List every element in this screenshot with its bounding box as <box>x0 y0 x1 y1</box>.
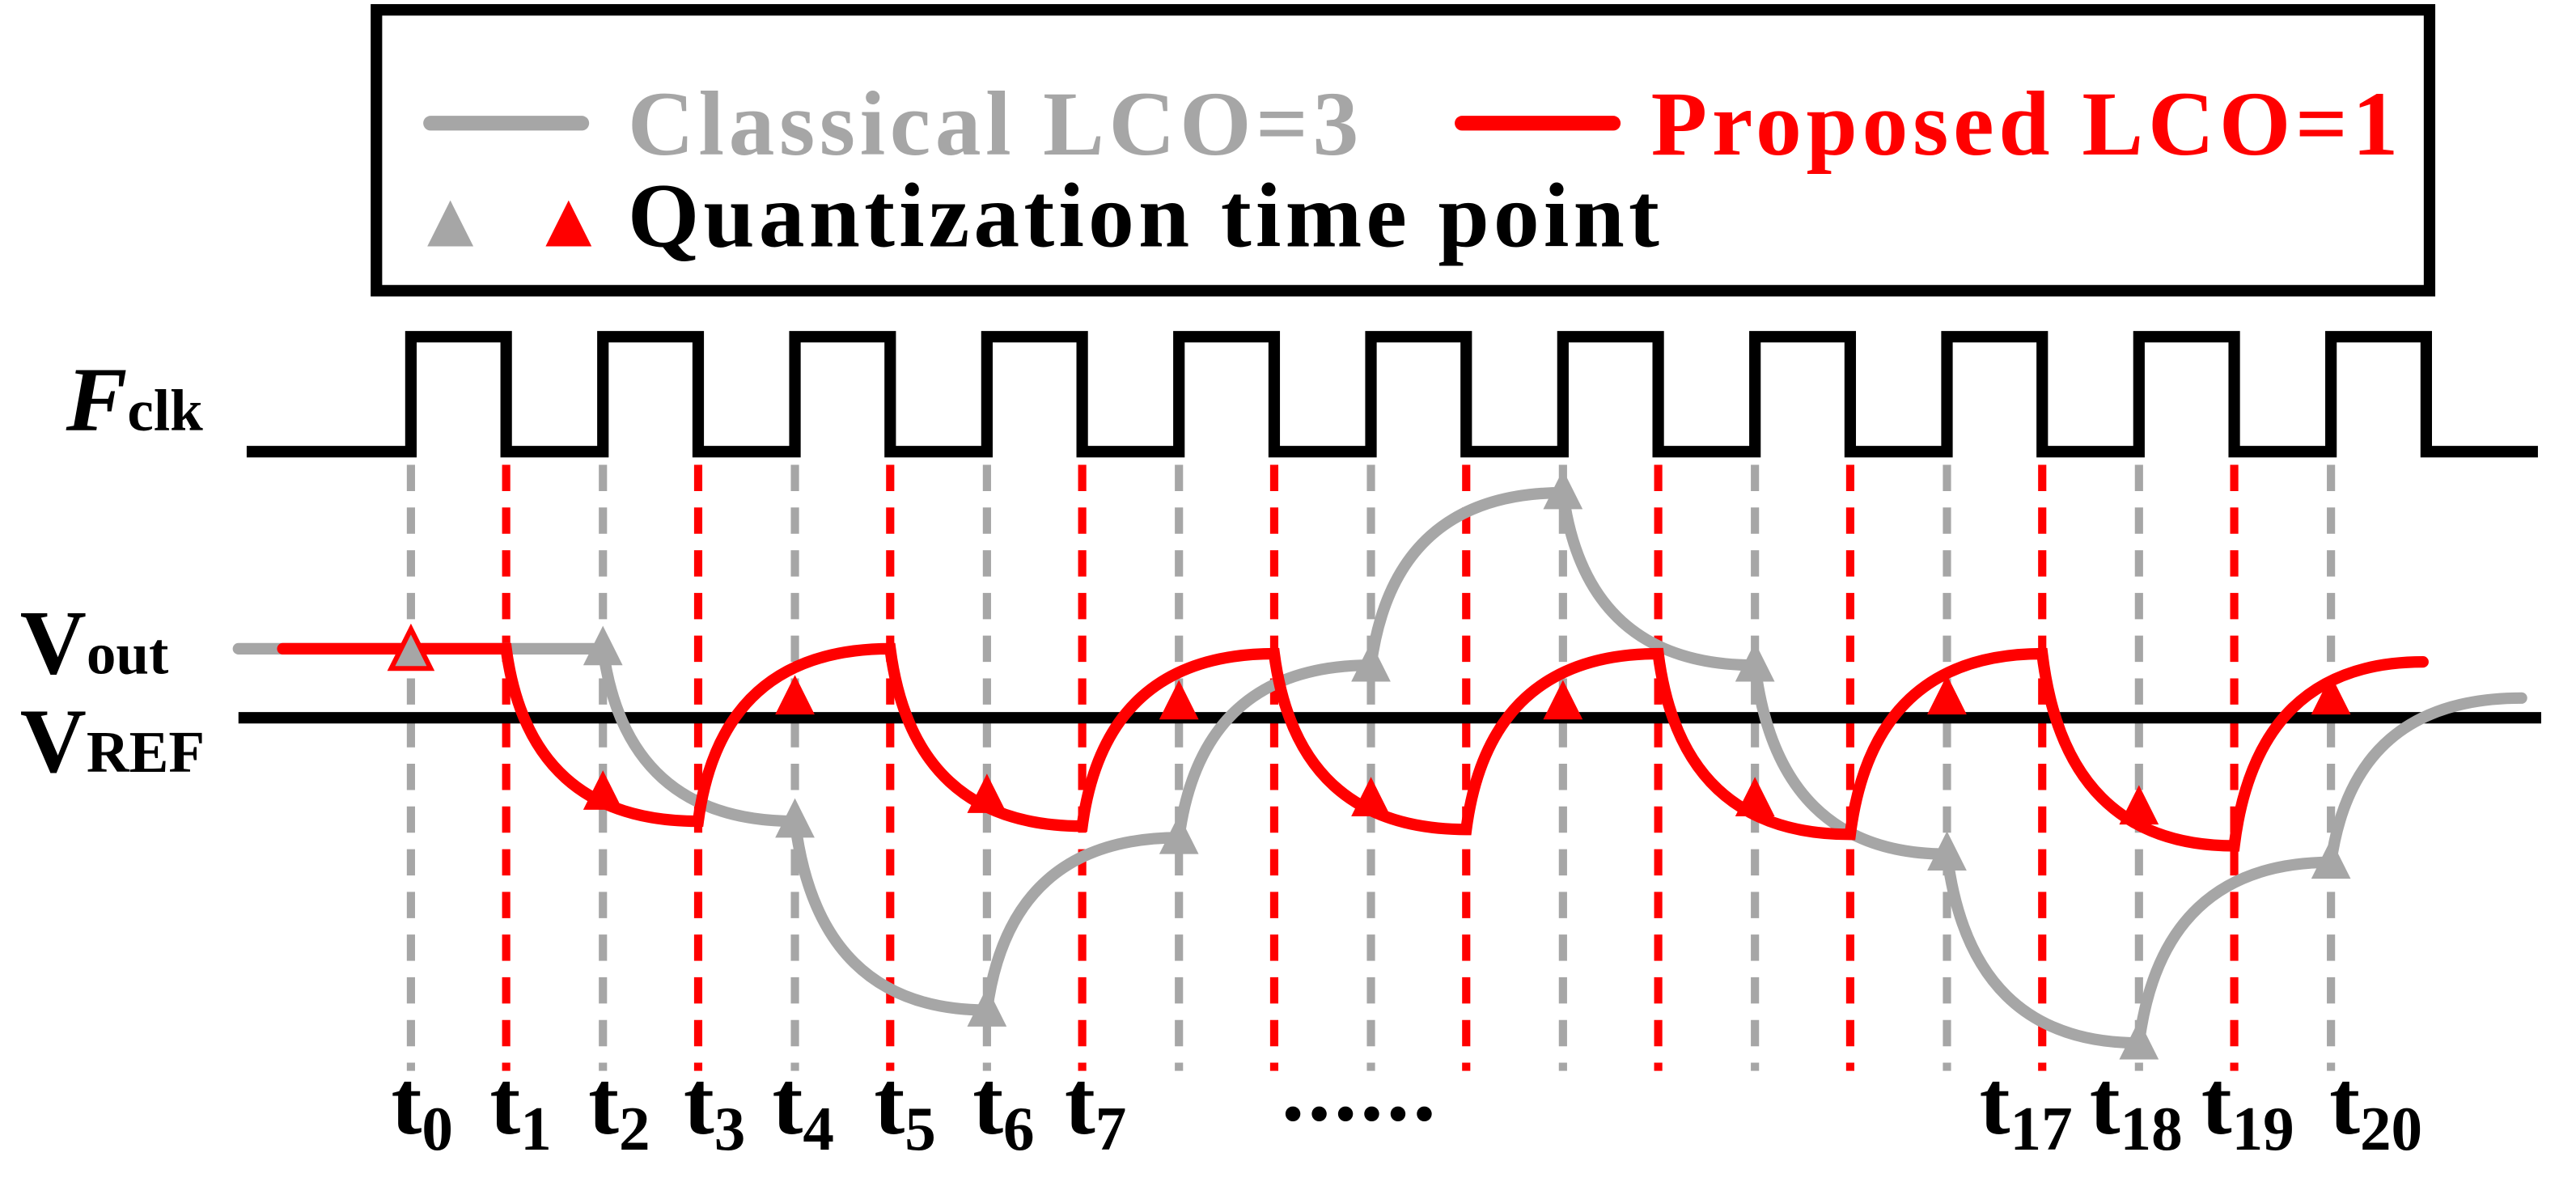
clock-waveform <box>246 331 2538 458</box>
proposed-quantization-marker <box>1735 777 1775 816</box>
time-label-sub: 18 <box>2121 1094 2183 1163</box>
time-label-t20: t20 <box>2329 1052 2422 1163</box>
time-label-sub: 6 <box>1003 1094 1035 1163</box>
time-label-main: t <box>874 1052 905 1154</box>
legend: Classical LCO=3 Proposed LCO=1 Quantizat… <box>371 4 2436 297</box>
time-label-t3: t3 <box>684 1052 745 1163</box>
classical-quantization-marker <box>2119 1019 2159 1060</box>
classical-quantization-marker <box>1159 814 1199 854</box>
ellipsis: ...... <box>1282 1039 1439 1141</box>
time-label-sub: 2 <box>619 1094 650 1163</box>
time-label-main: t <box>1065 1052 1095 1154</box>
clock-label: Fclk <box>66 349 204 451</box>
time-label-main: t <box>2090 1052 2121 1154</box>
proposed-quantization-marker <box>2311 675 2351 715</box>
classical-quantization-marker <box>1543 469 1583 510</box>
classical-vout-curve <box>232 486 2527 1049</box>
classical-quantization-marker <box>1927 831 1967 871</box>
time-label-main: t <box>972 1052 1003 1154</box>
time-label-sub: 20 <box>2360 1094 2422 1163</box>
time-label-sub: 7 <box>1095 1094 1127 1163</box>
proposed-quantization-marker <box>967 773 1007 813</box>
legend-classical-label: Classical LCO=3 <box>628 73 1358 175</box>
proposed-quantization-marker <box>775 675 815 715</box>
red-triangle-icon <box>545 200 592 247</box>
time-label-main: t <box>1980 1052 2010 1154</box>
time-label-sub: 19 <box>2232 1094 2294 1163</box>
time-label-main: t <box>684 1052 714 1154</box>
classical-quantization-marker <box>387 623 435 672</box>
time-label-main: t <box>2329 1052 2360 1154</box>
time-label-t18: t18 <box>2090 1052 2183 1163</box>
time-label-main: t <box>588 1052 619 1154</box>
classical-quantization-marker <box>2311 839 2351 879</box>
time-label-main: t <box>2201 1052 2232 1154</box>
classical-quantization-marker <box>583 625 623 666</box>
vout-label: Vout <box>20 591 169 693</box>
legend-box <box>371 4 2436 297</box>
time-label-main: t <box>489 1052 520 1154</box>
legend-proposed-label: Proposed LCO=1 <box>1651 73 2399 175</box>
time-label-t1: t1 <box>489 1052 551 1163</box>
classical-quantization-marker <box>967 987 1007 1027</box>
time-label-main: t <box>392 1052 422 1154</box>
time-label-t6: t6 <box>972 1052 1034 1163</box>
time-label-t7: t7 <box>1065 1052 1126 1163</box>
proposed-quantization-marker <box>1543 680 1583 720</box>
gray-triangle-icon <box>427 200 474 247</box>
proposed-quantization-marker <box>583 770 623 810</box>
time-label-t5: t5 <box>874 1052 935 1163</box>
time-label-t4: t4 <box>773 1052 834 1163</box>
time-label-sub: 1 <box>520 1094 552 1163</box>
time-label-sub: 3 <box>714 1094 746 1163</box>
clock-label-main: F <box>66 349 128 451</box>
classical-quantization-marker <box>775 798 815 838</box>
time-label-t2: t2 <box>588 1052 650 1163</box>
time-label-sub: 4 <box>803 1094 834 1163</box>
classical-quantization-marker <box>1351 642 1391 682</box>
proposed-quantization-marker <box>1927 675 1967 715</box>
proposed-vout-curve <box>277 642 2429 852</box>
time-label-sub: 5 <box>905 1094 936 1163</box>
proposed-quantization-marker <box>2119 785 2159 825</box>
classical-quantization-marker <box>1735 642 1775 682</box>
time-label-sub: 17 <box>2010 1094 2073 1163</box>
time-label-sub: 0 <box>422 1094 453 1163</box>
legend-quantization-label: Quantization time point <box>628 165 1659 267</box>
vref-label-sub: REF <box>87 719 205 785</box>
clock-label-sub: clk <box>127 378 203 443</box>
time-label-main: t <box>773 1052 803 1154</box>
proposed-quantization-marker <box>1351 777 1391 816</box>
time-label-t0: t0 <box>392 1052 453 1163</box>
time-label-t17: t17 <box>1980 1052 2073 1163</box>
proposed-quantization-marker <box>1159 680 1199 720</box>
vout-label-sub: out <box>87 621 169 686</box>
time-label-t19: t19 <box>2201 1052 2294 1163</box>
vref-label: VREF <box>20 690 205 792</box>
vref-label-main: V <box>20 690 87 792</box>
vout-label-main: V <box>20 591 87 693</box>
